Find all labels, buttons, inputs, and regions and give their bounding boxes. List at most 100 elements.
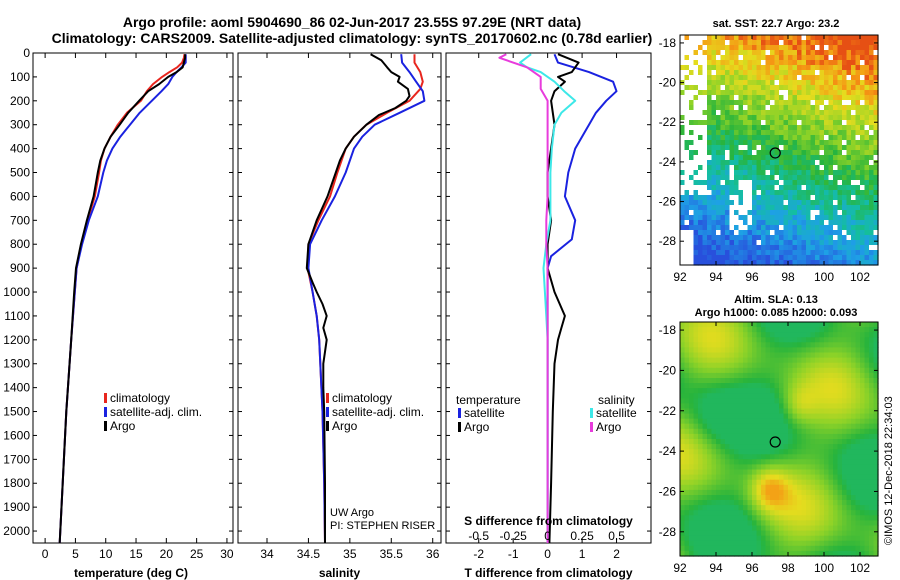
sla-map-cell bbox=[860, 393, 866, 399]
sst-map-cell bbox=[729, 80, 735, 86]
sst-map-cell bbox=[833, 60, 839, 66]
sla-map-cell bbox=[756, 535, 762, 542]
sla-map-cell bbox=[869, 489, 875, 496]
sla-map-cell bbox=[837, 433, 843, 440]
sla-map-cell bbox=[788, 332, 794, 338]
sla-map-cell bbox=[828, 357, 834, 364]
sst-map-cell bbox=[828, 80, 834, 86]
sla-map-cell bbox=[729, 408, 735, 415]
sst-map-cell bbox=[855, 135, 861, 141]
sla-map-cell bbox=[810, 469, 816, 476]
sla-map-cell bbox=[689, 428, 695, 435]
sst-map-cell bbox=[788, 85, 794, 91]
sla-map-cell bbox=[702, 378, 708, 384]
sla-map-cell bbox=[855, 347, 861, 354]
sst-map-cell bbox=[797, 115, 803, 121]
sla-map-cell bbox=[689, 423, 695, 430]
sla-map-cell bbox=[851, 444, 857, 450]
sst-map-cell bbox=[747, 170, 753, 176]
sla-map-cell bbox=[756, 332, 762, 338]
sla-map-cell bbox=[779, 362, 785, 369]
sla-map-cell bbox=[765, 337, 771, 343]
sla-map-cell bbox=[698, 372, 704, 379]
sst-map-cell bbox=[860, 135, 866, 141]
sst-map-cell bbox=[720, 110, 726, 116]
sst-map-cell bbox=[747, 40, 753, 46]
sla-map-cell bbox=[846, 398, 852, 404]
sla-map-cell bbox=[815, 383, 821, 389]
sst-map-cell bbox=[738, 190, 744, 196]
sst-map-cell bbox=[851, 210, 857, 216]
sla-map-cell bbox=[864, 393, 870, 399]
sst-map-cell bbox=[783, 245, 789, 251]
sst-map-cell bbox=[837, 185, 843, 191]
sla-map-cell bbox=[693, 520, 699, 527]
sst-map-cell bbox=[738, 85, 744, 91]
sla-map-cell bbox=[815, 357, 821, 364]
sla-map-cell bbox=[855, 500, 861, 506]
sst-map-cell bbox=[702, 230, 708, 236]
sst-map-cell bbox=[842, 210, 848, 216]
sla-map-cell bbox=[797, 398, 803, 404]
sla-map-cell bbox=[752, 479, 758, 486]
sst-map-cell bbox=[860, 230, 866, 236]
sst-map-cell bbox=[720, 225, 726, 231]
sst-map-cell bbox=[819, 40, 825, 46]
sst-map-cell bbox=[873, 220, 879, 226]
sla-map-cell bbox=[792, 418, 798, 425]
sst-map-cell bbox=[864, 250, 870, 256]
sst-map-cell bbox=[729, 85, 735, 91]
sst-map-cell bbox=[702, 210, 708, 216]
sst-map-cell bbox=[810, 240, 816, 246]
sst-map-cell bbox=[864, 65, 870, 71]
sla-map-cell bbox=[864, 418, 870, 425]
sst-map-cell bbox=[720, 250, 726, 256]
sla-map-cell bbox=[765, 515, 771, 521]
sla-map-cell bbox=[689, 484, 695, 491]
sla-map-cell bbox=[792, 444, 798, 450]
sst-map-cell bbox=[837, 45, 843, 51]
sst-map-cell bbox=[734, 225, 740, 231]
sla-map-cell bbox=[707, 449, 713, 455]
sst-map-cell bbox=[864, 145, 870, 151]
sst-map-cell bbox=[792, 140, 798, 146]
sst-map-cell bbox=[711, 220, 717, 226]
sla-map-cell bbox=[819, 510, 825, 516]
sla-map-cell bbox=[698, 408, 704, 415]
sst-map-cell bbox=[684, 160, 690, 166]
sst-map-cell bbox=[752, 210, 758, 216]
sst-map-cell bbox=[698, 200, 704, 206]
sla-map-cell bbox=[716, 500, 722, 506]
sst-map-cell bbox=[752, 255, 758, 261]
sst-map-cell bbox=[720, 190, 726, 196]
sst-map-cell bbox=[729, 140, 735, 146]
sla-map-cell bbox=[716, 474, 722, 481]
sst-map-cell bbox=[846, 100, 852, 106]
sst-map-cell bbox=[761, 75, 767, 81]
sla-map-cell bbox=[792, 469, 798, 476]
sst-map-cell bbox=[837, 140, 843, 146]
sla-map-cell bbox=[855, 388, 861, 394]
sla-map-cell bbox=[774, 327, 780, 333]
sla-map-cell bbox=[833, 469, 839, 476]
sla-map-cell bbox=[783, 464, 789, 471]
sst-map-cell bbox=[833, 210, 839, 216]
sla-map-cell bbox=[752, 505, 758, 511]
sst-map-cell bbox=[810, 80, 816, 86]
sst-map-cell bbox=[792, 130, 798, 136]
sst-map-cell bbox=[765, 100, 771, 106]
sst-map-cell bbox=[729, 100, 735, 106]
sst-map-cell bbox=[702, 115, 708, 121]
sst-map-cell bbox=[869, 135, 875, 141]
sst-map-cell bbox=[761, 245, 767, 251]
sla-map-cell bbox=[720, 495, 726, 501]
sst-map-cell bbox=[720, 170, 726, 176]
sst-map-cell bbox=[864, 75, 870, 81]
sst-map-cell bbox=[833, 45, 839, 51]
sla-map-cell bbox=[851, 322, 857, 328]
sla-map-cell bbox=[837, 347, 843, 354]
sla-map-cell bbox=[833, 474, 839, 481]
sst-map-cell bbox=[747, 220, 753, 226]
sla-map-cell bbox=[873, 474, 879, 481]
sst-map-cell bbox=[743, 80, 749, 86]
